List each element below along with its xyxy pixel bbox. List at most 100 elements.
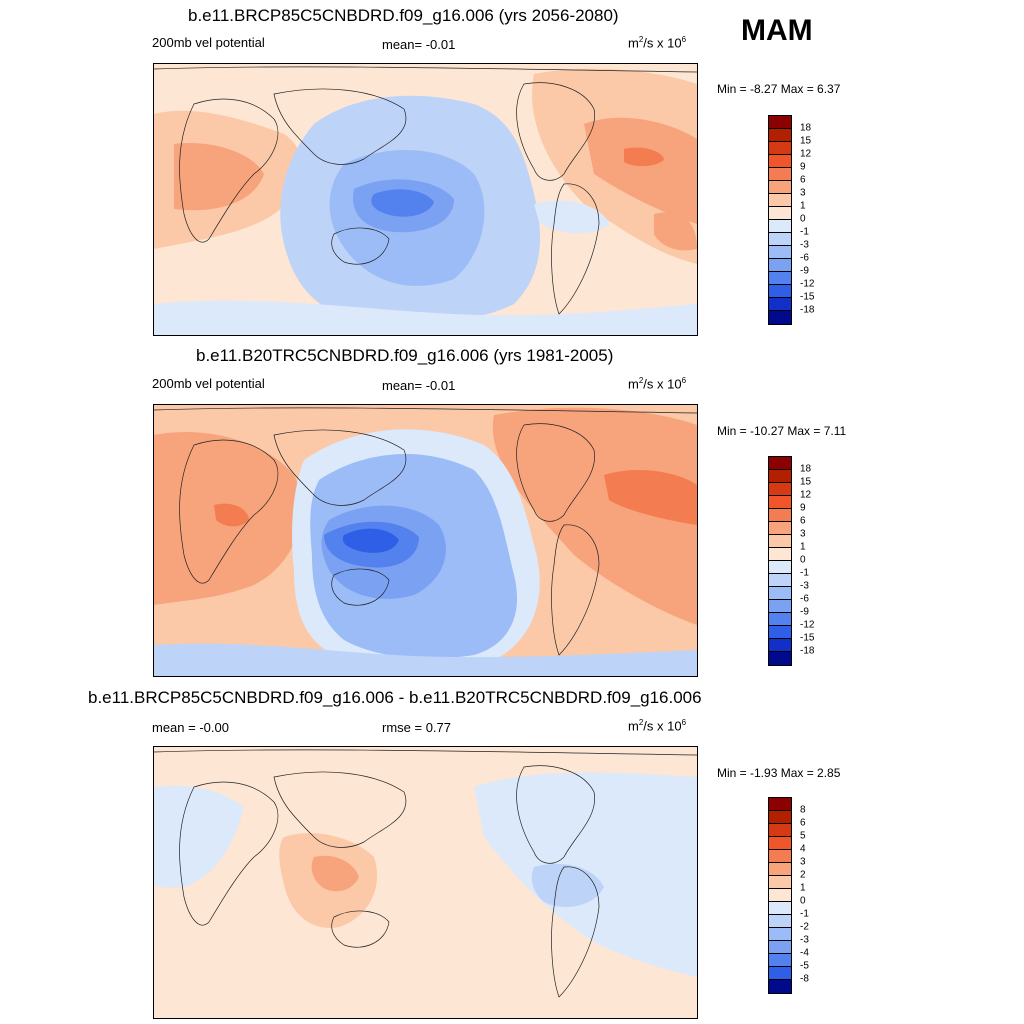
panel2-contour-americas: [492, 407, 697, 625]
panel1-colorbar-box: [769, 259, 791, 272]
panel2-colorbar-box: [769, 613, 791, 626]
panel2-colorbar-labels: 18 15 12 9 6 3 1 0 -1 -3 -6 -9 -12 -15 -…: [800, 456, 840, 666]
panel1-colorbar-box: [769, 181, 791, 194]
panel3-colorbar: [768, 797, 792, 994]
panel1-colorbar-box: [769, 116, 791, 129]
panel2-units-label: m2/s x 106: [628, 376, 687, 392]
panel3-colorbar-box: [769, 967, 791, 980]
colorbar-tick-label: -3: [800, 580, 809, 592]
colorbar-tick-label: -4: [800, 947, 809, 959]
panel1-contour-pacific-core: [371, 189, 434, 217]
colorbar-tick-label: -8: [800, 973, 809, 985]
colorbar-tick-label: -5: [800, 960, 809, 972]
panel1-contour-atlantic-max: [624, 147, 664, 167]
panel2-colorbar-box: [769, 483, 791, 496]
colorbar-tick-label: -6: [800, 593, 809, 605]
panel3-units-label: m2/s x 106: [628, 718, 687, 734]
panel3-colorbar-box: [769, 876, 791, 889]
colorbar-tick-label: 9: [800, 502, 806, 514]
colorbar-tick-label: 6: [800, 817, 806, 829]
colorbar-tick-label: 1: [800, 200, 806, 212]
panel3-colorbar-box: [769, 863, 791, 876]
panel2-contour-southern: [154, 643, 697, 676]
season-label: MAM: [741, 14, 813, 47]
colorbar-tick-label: -18: [800, 304, 815, 316]
panel2-contour-atlantic-max: [604, 469, 697, 525]
panel3-contour-americas-neg-core: [531, 863, 604, 907]
colorbar-tick-label: 3: [800, 187, 806, 199]
panel1-colorbar-box: [769, 155, 791, 168]
panel2-colorbar-box: [769, 626, 791, 639]
colorbar-tick-label: 9: [800, 161, 806, 173]
panel1-colorbar-labels: 18 15 12 9 6 3 1 0 -1 -3 -6 -9 -12 -15 -…: [800, 115, 840, 325]
panel3-colorbar-labels: 8 6 5 4 3 2 1 0 -1 -2 -3 -4 -5 -8: [800, 797, 840, 992]
panel3-colorbar-box: [769, 824, 791, 837]
colorbar-tick-label: -12: [800, 278, 815, 290]
panel2-colorbar-box: [769, 457, 791, 470]
colorbar-tick-label: 8: [800, 804, 806, 816]
colorbar-tick-label: 1: [800, 541, 806, 553]
panel1-contour-eastpac: [534, 200, 609, 234]
panel2-colorbar-box: [769, 600, 791, 613]
colorbar-tick-label: 0: [800, 895, 806, 907]
panel3-title: b.e11.BRCP85C5CNBDRD.f09_g16.006 - b.e11…: [88, 688, 702, 707]
colorbar-tick-label: 3: [800, 528, 806, 540]
panel2-colorbar-box: [769, 587, 791, 600]
panel3-contour-warm-pool-core: [311, 855, 359, 892]
panel1-variable-label: 200mb vel potential: [152, 35, 265, 50]
colorbar-tick-label: 15: [800, 476, 812, 488]
panel1-colorbar-box: [769, 298, 791, 311]
colorbar-tick-label: -3: [800, 239, 809, 251]
colorbar-tick-label: -9: [800, 265, 809, 277]
colorbar-tick-label: -2: [800, 921, 809, 933]
panel1-title: b.e11.BRCP85C5CNBDRD.f09_g16.006 (yrs 20…: [188, 6, 619, 25]
panel3-colorbar-box: [769, 889, 791, 902]
panel3-contour-africa-neg: [154, 785, 244, 888]
colorbar-tick-label: 15: [800, 135, 812, 147]
panel3-colorbar-box: [769, 850, 791, 863]
panel1-colorbar-box: [769, 220, 791, 233]
panel2-colorbar-box: [769, 535, 791, 548]
colorbar-tick-label: -18: [800, 645, 815, 657]
colorbar-tick-label: 2: [800, 869, 806, 881]
colorbar-tick-label: -15: [800, 291, 815, 303]
panel2-contour-pacific-core: [342, 528, 399, 553]
panel1-map: [153, 63, 698, 336]
panel1-minmax: Min = -8.27 Max = 6.37: [717, 82, 841, 96]
colorbar-tick-label: -9: [800, 606, 809, 618]
panel3-colorbar-box: [769, 902, 791, 915]
colorbar-tick-label: 4: [800, 843, 806, 855]
colorbar-tick-label: -12: [800, 619, 815, 631]
colorbar-tick-label: 1: [800, 882, 806, 894]
colorbar-tick-label: 18: [800, 463, 812, 475]
panel1-mean-label: mean= -0.01: [382, 37, 456, 52]
panel2-colorbar-box: [769, 470, 791, 483]
panel2-colorbar-box: [769, 496, 791, 509]
panel1-colorbar-box: [769, 129, 791, 142]
colorbar-tick-label: 6: [800, 174, 806, 186]
panel3-colorbar-box: [769, 811, 791, 824]
panel1-colorbar-box: [769, 285, 791, 298]
panel1-colorbar-box: [769, 311, 791, 324]
panel1-units-label: m2/s x 106: [628, 35, 687, 51]
panel2-colorbar-box: [769, 509, 791, 522]
colorbar-tick-label: -1: [800, 567, 809, 579]
panel1-colorbar-box: [769, 168, 791, 181]
panel1-colorbar-box: [769, 142, 791, 155]
panel1-colorbar-box: [769, 207, 791, 220]
colorbar-tick-label: -3: [800, 934, 809, 946]
panel2-map: [153, 404, 698, 677]
colorbar-tick-label: 6: [800, 515, 806, 527]
panel1-coastlines: [154, 66, 697, 315]
panel3-colorbar-box: [769, 941, 791, 954]
panel2-variable-label: 200mb vel potential: [152, 376, 265, 391]
panel2-colorbar-box: [769, 639, 791, 652]
colorbar-tick-label: 5: [800, 830, 806, 842]
colorbar-tick-label: 0: [800, 554, 806, 566]
panel3-coastlines: [154, 749, 697, 998]
colorbar-tick-label: -1: [800, 226, 809, 238]
colorbar-tick-label: -15: [800, 632, 815, 644]
panel3-rmse-label: rmse = 0.77: [382, 720, 452, 735]
colorbar-tick-label: 3: [800, 856, 806, 868]
panel3-mean-label: mean = -0.00: [152, 720, 229, 735]
